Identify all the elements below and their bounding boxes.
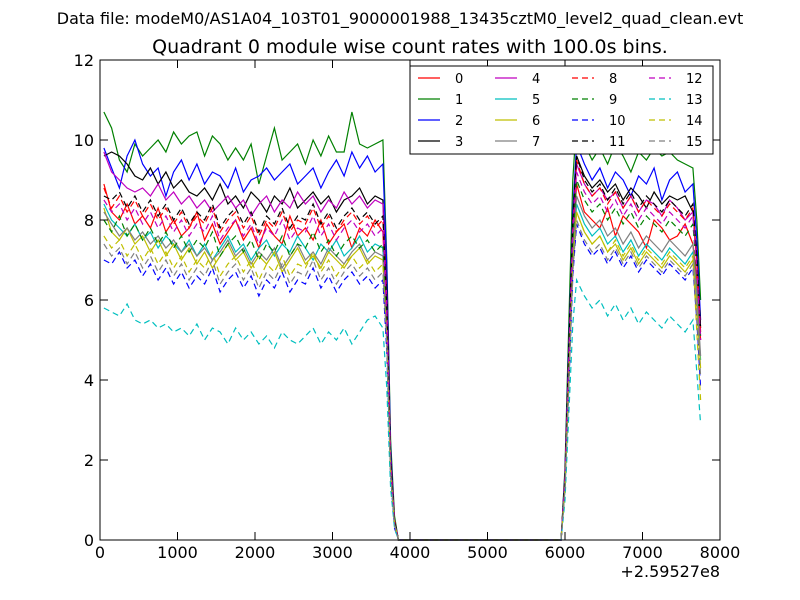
- legend-label-5: 5: [532, 93, 540, 108]
- y-tick-label: 4: [84, 371, 94, 390]
- legend-label-3: 3: [455, 135, 463, 150]
- chart-title: Quadrant 0 module wise count rates with …: [152, 36, 668, 58]
- series-line-9: [103, 179, 702, 541]
- x-tick-label: 0: [95, 543, 105, 562]
- series-line-3: [103, 151, 702, 541]
- x-tick-label: 1000: [157, 543, 198, 562]
- y-tick-label: 10: [74, 131, 94, 150]
- series-line-15: [103, 219, 702, 541]
- legend-label-15: 15: [686, 135, 703, 150]
- series-line-7: [103, 195, 702, 541]
- series-line-5: [103, 203, 702, 541]
- series-line-1: [103, 111, 702, 541]
- x-tick-label: 5000: [467, 543, 508, 562]
- legend-label-14: 14: [686, 114, 703, 129]
- series-line-14: [103, 211, 702, 541]
- legend-label-4: 4: [532, 72, 540, 87]
- legend-label-12: 12: [686, 72, 703, 87]
- legend-label-6: 6: [532, 114, 540, 129]
- y-tick-label: 2: [84, 451, 94, 470]
- x-tick-label: 2000: [235, 543, 276, 562]
- x-offset-label: +2.59527e8: [620, 562, 720, 581]
- series-line-11: [103, 155, 702, 541]
- series-line-10: [103, 223, 702, 541]
- legend-label-8: 8: [609, 72, 617, 87]
- legend-label-9: 9: [609, 93, 617, 108]
- axes-layer: 0 1000 2000 3000 4000 5000 6000 7000 80000246810…: [74, 51, 741, 562]
- legend-label-10: 10: [609, 114, 626, 129]
- legend-label-0: 0: [455, 72, 463, 87]
- y-tick-label: 12: [74, 51, 94, 70]
- x-tick-label: 3000: [312, 543, 353, 562]
- legend-label-1: 1: [455, 93, 463, 108]
- series-line-12: [103, 171, 702, 541]
- x-tick-label: 6000: [545, 543, 586, 562]
- legend-box: [409, 65, 714, 155]
- y-tick-label: 6: [84, 291, 94, 310]
- legend-label-2: 2: [455, 114, 463, 129]
- x-tick-label: 8000: [700, 543, 741, 562]
- legend-label-11: 11: [609, 135, 626, 150]
- series-line-2: [103, 138, 702, 541]
- y-tick-label: 0: [84, 531, 94, 550]
- x-tick-label: 7000: [622, 543, 663, 562]
- legend-label-7: 7: [532, 135, 540, 150]
- series-layer: [103, 111, 702, 541]
- figure-suptitle: Data file: modeM0/AS1A04_103T01_90000019…: [57, 9, 743, 29]
- legend-label-13: 13: [686, 93, 703, 108]
- y-tick-label: 8: [84, 211, 94, 230]
- series-line-8: [103, 159, 702, 541]
- x-tick-label: 4000: [390, 543, 431, 562]
